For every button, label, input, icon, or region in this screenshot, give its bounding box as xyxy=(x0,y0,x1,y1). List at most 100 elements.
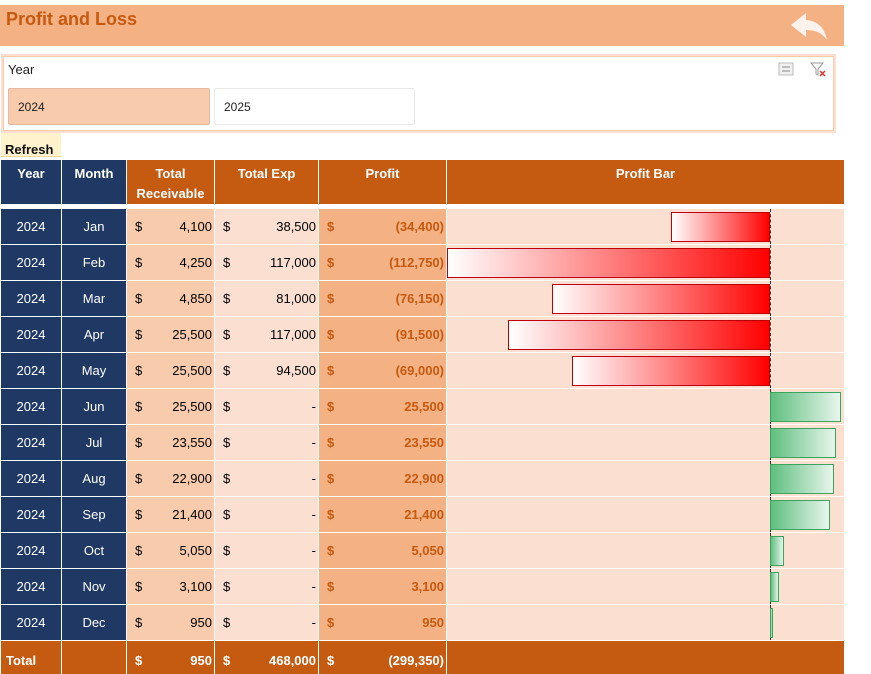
cell-receivable: $21,400 xyxy=(127,497,215,533)
currency-symbol: $ xyxy=(327,543,334,558)
cell-expense: $ - xyxy=(215,425,319,461)
cell-expense: $ - xyxy=(215,461,319,497)
slicer-option-2025[interactable]: 2025 xyxy=(214,88,415,125)
cell-profit: $22,900 xyxy=(319,461,447,497)
total-expense: $ 468,000 xyxy=(215,641,319,674)
cell-profit-bar xyxy=(447,389,845,425)
undo-arrow-icon[interactable] xyxy=(788,10,830,42)
positive-profit-bar xyxy=(770,500,830,530)
cell-year: 2024 xyxy=(1,569,62,605)
cell-month: Apr xyxy=(62,317,127,353)
cell-receivable: $4,850 xyxy=(127,281,215,317)
cell-month: Jan xyxy=(62,209,127,245)
total-receivable: $ 950 xyxy=(127,641,215,674)
cell-expense-value: 117,000 xyxy=(270,255,316,270)
cell-profit-value: 5,050 xyxy=(411,543,444,558)
currency-symbol: $ xyxy=(135,363,142,378)
cell-profit-value: (91,500) xyxy=(396,327,444,342)
negative-profit-bar xyxy=(671,212,770,242)
cell-receivable-value: 25,500 xyxy=(172,327,212,342)
cell-receivable-value: 25,500 xyxy=(172,363,212,378)
currency-symbol: $ xyxy=(327,507,334,522)
currency-symbol: $ xyxy=(223,327,230,342)
cell-month: Oct xyxy=(62,533,127,569)
cell-receivable: $5,050 xyxy=(127,533,215,569)
header-profit-bar: Profit Bar xyxy=(447,160,845,205)
currency-symbol: $ xyxy=(327,327,334,342)
currency-symbol: $ xyxy=(135,507,142,522)
currency-symbol: $ xyxy=(135,653,142,668)
cell-expense-value: 38,500 xyxy=(276,219,316,234)
total-month-empty xyxy=(62,641,127,674)
currency-symbol: $ xyxy=(135,543,142,558)
cell-year: 2024 xyxy=(1,245,62,281)
total-profit-value: (299,350) xyxy=(388,653,444,668)
currency-symbol: $ xyxy=(327,435,334,450)
cell-expense-value: - xyxy=(312,435,316,450)
table-row: 2024 Feb $4,250 $117,000 $ (112,750) xyxy=(1,245,845,281)
multi-select-icon[interactable] xyxy=(778,62,794,76)
currency-symbol: $ xyxy=(223,579,230,594)
currency-symbol: $ xyxy=(135,435,142,450)
cell-month: Dec xyxy=(62,605,127,641)
cell-expense: $117,000 xyxy=(215,245,319,281)
cell-receivable-value: 23,550 xyxy=(172,435,212,450)
cell-expense: $94,500 xyxy=(215,353,319,389)
currency-symbol: $ xyxy=(223,615,230,630)
cell-expense: $ - xyxy=(215,389,319,425)
cell-expense-value: - xyxy=(312,507,316,522)
cell-expense: $ - xyxy=(215,497,319,533)
currency-symbol: $ xyxy=(223,363,230,378)
cell-year: 2024 xyxy=(1,317,62,353)
currency-symbol: $ xyxy=(327,579,334,594)
cell-expense-value: - xyxy=(312,543,316,558)
cell-year: 2024 xyxy=(1,497,62,533)
cell-profit-bar xyxy=(447,245,845,281)
cell-profit-value: 21,400 xyxy=(404,507,444,522)
cell-receivable-value: 3,100 xyxy=(179,579,212,594)
cell-profit: $950 xyxy=(319,605,447,641)
cell-profit-bar xyxy=(447,317,845,353)
total-label: Total xyxy=(1,641,62,674)
table-row: 2024 Jan $4,100 $38,500 $ (34,400) xyxy=(1,209,845,245)
positive-profit-bar xyxy=(770,536,784,566)
cell-receivable: $4,250 xyxy=(127,245,215,281)
cell-receivable: $25,500 xyxy=(127,353,215,389)
cell-profit-value: 22,900 xyxy=(404,471,444,486)
cell-receivable-value: 4,850 xyxy=(179,291,212,306)
cell-expense-value: - xyxy=(312,399,316,414)
cell-profit-value: 25,500 xyxy=(404,399,444,414)
cell-profit: $ (91,500) xyxy=(319,317,447,353)
negative-profit-bar xyxy=(447,248,770,278)
currency-symbol: $ xyxy=(223,255,230,270)
currency-symbol: $ xyxy=(327,653,334,668)
cell-year: 2024 xyxy=(1,389,62,425)
currency-symbol: $ xyxy=(327,219,334,234)
currency-symbol: $ xyxy=(327,291,334,306)
positive-profit-bar xyxy=(770,428,836,458)
cell-year: 2024 xyxy=(1,605,62,641)
table-row: 2024 Nov $3,100 $ - $3,100 xyxy=(1,569,845,605)
cell-profit-bar xyxy=(447,425,845,461)
cell-expense-value: 94,500 xyxy=(276,363,316,378)
cell-receivable: $25,500 xyxy=(127,317,215,353)
cell-profit-bar xyxy=(447,533,845,569)
cell-month: May xyxy=(62,353,127,389)
cell-year: 2024 xyxy=(1,353,62,389)
header-expense: Total Exp xyxy=(215,160,319,205)
slicer-option-2024[interactable]: 2024 xyxy=(8,88,210,125)
positive-profit-bar xyxy=(770,572,779,602)
page-title: Profit and Loss xyxy=(6,9,137,30)
cell-expense: $81,000 xyxy=(215,281,319,317)
cell-profit-bar xyxy=(447,461,845,497)
currency-symbol: $ xyxy=(135,471,142,486)
header-receivable-line2: Receivable xyxy=(137,186,205,201)
table-row: 2024 May $25,500 $94,500 $ (69,000) xyxy=(1,353,845,389)
cell-expense-value: 117,000 xyxy=(270,327,316,342)
year-slicer: Year 2024 2025 xyxy=(1,54,836,133)
profit-loss-table: Year Month Total Receivable Total Exp Pr… xyxy=(0,159,845,674)
cell-profit-value: 950 xyxy=(422,615,444,630)
refresh-button[interactable]: Refresh xyxy=(1,133,61,157)
clear-filter-icon[interactable] xyxy=(809,60,827,78)
cell-year: 2024 xyxy=(1,533,62,569)
